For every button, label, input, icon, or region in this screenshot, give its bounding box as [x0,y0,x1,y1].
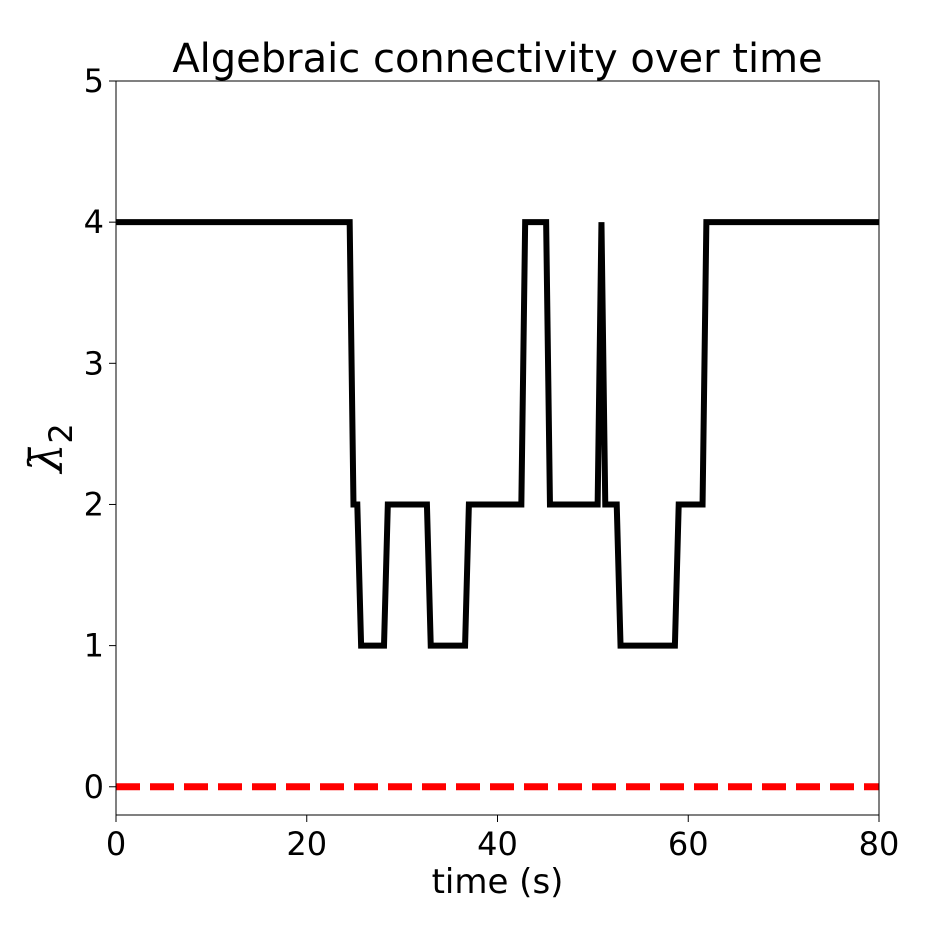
x-tick-label: 40 [477,825,518,863]
connectivity-series-line [116,219,879,649]
y-tick-label: 1 [84,627,104,665]
y-tick-label: 4 [84,203,104,241]
y-axis-label-subscript: 2 [42,423,80,443]
y-axis-label-symbol: λ̄ [19,444,73,475]
y-axis-label: λ̄2 [19,423,80,475]
x-tick-label: 20 [286,825,327,863]
ticks: 0 20 40 60 80 0 1 2 3 4 5 [84,62,900,863]
x-axis-label: time (s) [432,862,564,902]
x-tick-label: 80 [859,825,900,863]
y-tick-label: 5 [84,62,104,100]
plot-lines [116,219,879,791]
chart-title: Algebraic connectivity over time [172,36,822,82]
plot-frame [115,80,880,816]
y-tick-label: 2 [84,485,104,523]
x-tick-label: 60 [668,825,709,863]
svg-text:λ̄2: λ̄2 [19,423,80,475]
y-tick-label: 0 [84,768,104,806]
y-tick-label: 3 [84,344,104,382]
x-tick-label: 0 [106,825,126,863]
